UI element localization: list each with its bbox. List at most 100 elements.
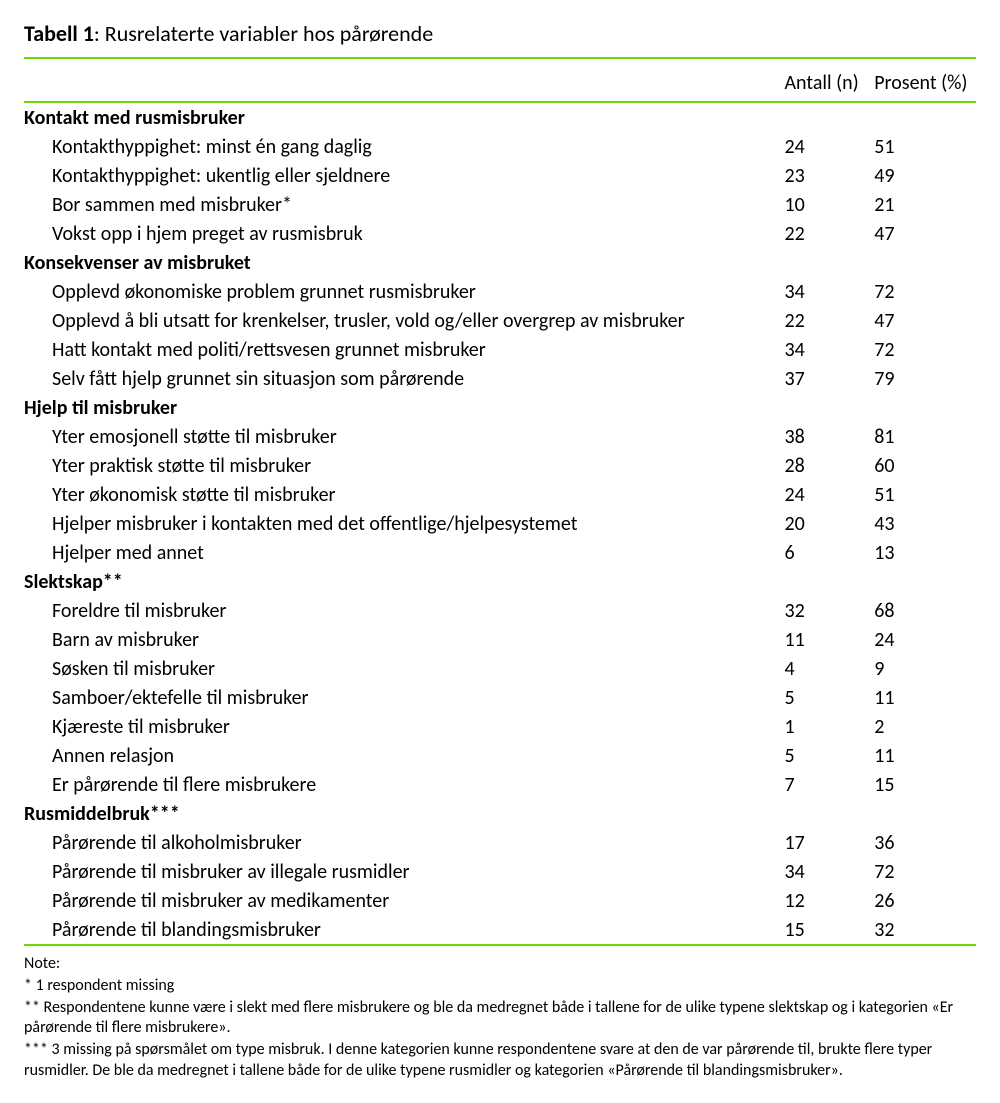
table-section-heading: Kontakt med rusmisbruker	[24, 102, 976, 132]
row-n: 32	[780, 596, 870, 625]
table-row: Kjæreste til misbruker12	[24, 712, 976, 741]
table-row: Vokst opp i hjem preget av rusmisbruk224…	[24, 219, 976, 248]
table-row: Pårørende til misbruker av illegale rusm…	[24, 857, 976, 886]
table-row: Yter praktisk støtte til misbruker2860	[24, 451, 976, 480]
row-pct: 49	[870, 161, 976, 190]
data-table: Antall (n) Prosent (%) Kontakt med rusmi…	[24, 59, 976, 944]
row-n: 17	[780, 828, 870, 857]
row-n: 34	[780, 857, 870, 886]
row-n: 38	[780, 422, 870, 451]
row-label: Pårørende til misbruker av illegale rusm…	[24, 857, 780, 886]
row-label: Kontakthyppighet: minst én gang daglig	[24, 132, 780, 161]
row-n: 5	[780, 683, 870, 712]
table-section-heading: Konsekvenser av misbruket	[24, 248, 976, 277]
row-n: 10	[780, 190, 870, 219]
row-n: 22	[780, 306, 870, 335]
table-row: Annen relasjon511	[24, 741, 976, 770]
row-pct: 32	[870, 915, 976, 944]
table-header-row: Antall (n) Prosent (%)	[24, 59, 976, 102]
section-heading-cell: Konsekvenser av misbruket	[24, 248, 976, 277]
note-line: * 1 respondent missing	[24, 976, 976, 997]
bottom-rule	[24, 944, 976, 946]
section-heading-cell: Hjelp til misbruker	[24, 393, 976, 422]
row-pct: 72	[870, 335, 976, 364]
row-n: 34	[780, 335, 870, 364]
row-label: Hatt kontakt med politi/rettsvesen grunn…	[24, 335, 780, 364]
table-section-heading: Rusmiddelbruk***	[24, 799, 976, 828]
section-heading-cell: Kontakt med rusmisbruker	[24, 102, 976, 132]
table-row: Pårørende til blandingsmisbruker1532	[24, 915, 976, 944]
row-pct: 47	[870, 306, 976, 335]
row-pct: 24	[870, 625, 976, 654]
row-pct: 11	[870, 683, 976, 712]
row-label: Kjæreste til misbruker	[24, 712, 780, 741]
row-label: Yter emosjonell støtte til misbruker	[24, 422, 780, 451]
table-section-heading: Hjelp til misbruker	[24, 393, 976, 422]
row-label: Bor sammen med misbruker*	[24, 190, 780, 219]
table-row: Selv fått hjelp grunnet sin situasjon so…	[24, 364, 976, 393]
table-row: Kontakthyppighet: minst én gang daglig24…	[24, 132, 976, 161]
row-pct: 47	[870, 219, 976, 248]
row-pct: 79	[870, 364, 976, 393]
row-n: 28	[780, 451, 870, 480]
row-label: Kontakthyppighet: ukentlig eller sjeldne…	[24, 161, 780, 190]
row-label: Søsken til misbruker	[24, 654, 780, 683]
row-pct: 2	[870, 712, 976, 741]
table-row: Opplevd økonomiske problem grunnet rusmi…	[24, 277, 976, 306]
row-label: Hjelper misbruker i kontakten med det of…	[24, 509, 780, 538]
row-label: Opplevd økonomiske problem grunnet rusmi…	[24, 277, 780, 306]
row-n: 4	[780, 654, 870, 683]
note-line: *** 3 missing på spørsmålet om type misb…	[24, 1040, 976, 1082]
row-n: 6	[780, 538, 870, 567]
row-n: 20	[780, 509, 870, 538]
row-n: 11	[780, 625, 870, 654]
table-row: Yter økonomisk støtte til misbruker2451	[24, 480, 976, 509]
row-pct: 26	[870, 886, 976, 915]
table-title: Tabell 1: Rusrelaterte variabler hos pår…	[24, 20, 976, 47]
row-pct: 36	[870, 828, 976, 857]
table-section-heading: Slektskap**	[24, 567, 976, 596]
row-n: 23	[780, 161, 870, 190]
table-row: Pårørende til misbruker av medikamenter1…	[24, 886, 976, 915]
row-n: 24	[780, 132, 870, 161]
row-pct: 72	[870, 857, 976, 886]
table-row: Hjelper med annet613	[24, 538, 976, 567]
table-row: Foreldre til misbruker3268	[24, 596, 976, 625]
row-label: Yter praktisk støtte til misbruker	[24, 451, 780, 480]
row-n: 24	[780, 480, 870, 509]
row-pct: 15	[870, 770, 976, 799]
row-n: 22	[780, 219, 870, 248]
row-pct: 13	[870, 538, 976, 567]
table-row: Søsken til misbruker49	[24, 654, 976, 683]
row-n: 34	[780, 277, 870, 306]
row-n: 37	[780, 364, 870, 393]
row-label: Annen relasjon	[24, 741, 780, 770]
col-header-n: Antall (n)	[780, 59, 870, 102]
table-title-text: Rusrelaterte variabler hos pårørende	[105, 20, 433, 47]
row-label: Pårørende til blandingsmisbruker	[24, 915, 780, 944]
note-line: ** Respondentene kunne være i slekt med …	[24, 998, 976, 1040]
table-notes: Note: * 1 respondent missing** Responden…	[24, 954, 976, 1082]
row-label: Vokst opp i hjem preget av rusmisbruk	[24, 219, 780, 248]
row-label: Hjelper med annet	[24, 538, 780, 567]
row-label: Yter økonomisk støtte til misbruker	[24, 480, 780, 509]
table-row: Pårørende til alkoholmisbruker1736	[24, 828, 976, 857]
table-title-label: Tabell 1	[24, 20, 94, 47]
table-row: Er pårørende til flere misbrukere715	[24, 770, 976, 799]
row-pct: 51	[870, 132, 976, 161]
table-row: Kontakthyppighet: ukentlig eller sjeldne…	[24, 161, 976, 190]
row-pct: 81	[870, 422, 976, 451]
row-n: 15	[780, 915, 870, 944]
section-heading-cell: Slektskap**	[24, 567, 976, 596]
row-n: 1	[780, 712, 870, 741]
row-label: Pårørende til alkoholmisbruker	[24, 828, 780, 857]
row-pct: 60	[870, 451, 976, 480]
row-label: Pårørende til misbruker av medikamenter	[24, 886, 780, 915]
row-label: Samboer/ektefelle til misbruker	[24, 683, 780, 712]
row-label: Er pårørende til flere misbrukere	[24, 770, 780, 799]
table-row: Bor sammen med misbruker*1021	[24, 190, 976, 219]
row-label: Opplevd å bli utsatt for krenkelser, tru…	[24, 306, 780, 335]
row-label: Selv fått hjelp grunnet sin situasjon so…	[24, 364, 780, 393]
row-pct: 21	[870, 190, 976, 219]
row-pct: 72	[870, 277, 976, 306]
